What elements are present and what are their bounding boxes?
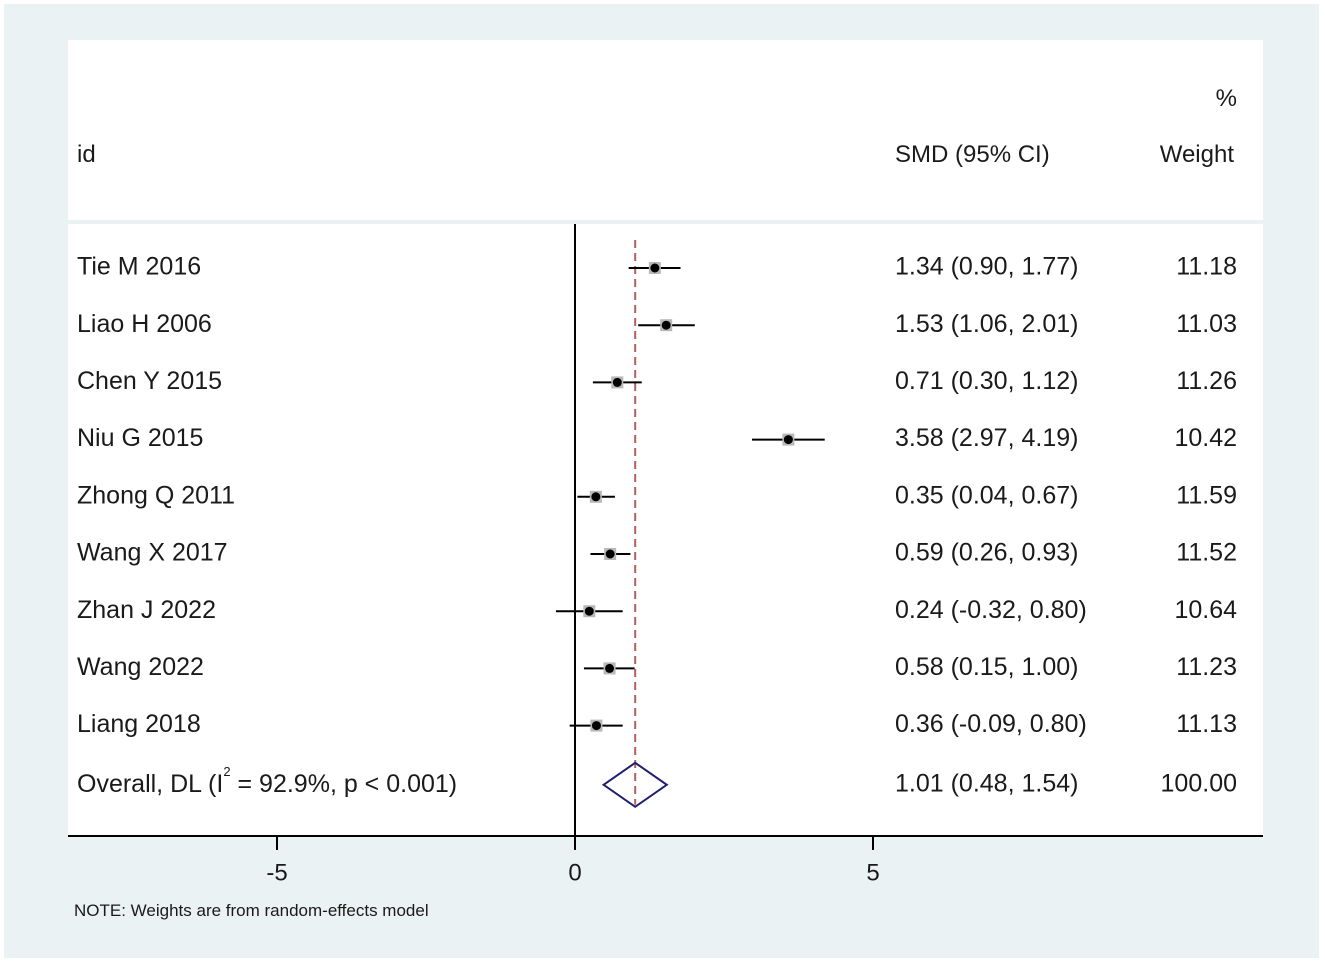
- smd-ci-value: 0.36 (-0.09, 0.80): [895, 710, 1087, 738]
- point-estimate: [605, 549, 615, 559]
- weight-value: 11.59: [1176, 481, 1237, 509]
- overall-diamond: [601, 761, 669, 809]
- study-label: Zhong Q 2011: [77, 481, 235, 509]
- overall-weight-value: 100.00: [1161, 769, 1237, 797]
- weight-value: 11.13: [1176, 710, 1237, 738]
- weight-value: 11.23: [1176, 653, 1237, 681]
- weight-value: 11.18: [1176, 253, 1237, 281]
- study-label: Wang X 2017: [77, 539, 228, 567]
- x-axis-ticks: -5 0 5: [266, 836, 880, 886]
- smd-header: SMD (95% CI): [895, 141, 1050, 168]
- point-estimate: [584, 606, 594, 616]
- x-tick-label: 5: [866, 859, 879, 886]
- weight-value: 10.42: [1174, 424, 1237, 452]
- point-estimate: [591, 492, 601, 502]
- smd-ci-value: 0.58 (0.15, 1.00): [895, 653, 1078, 681]
- study-label: Chen Y 2015: [77, 367, 222, 395]
- smd-ci-value: 0.59 (0.26, 0.93): [895, 539, 1078, 567]
- smd-ci-value: 3.58 (2.97, 4.19): [895, 424, 1078, 452]
- weight-value: 11.03: [1176, 310, 1237, 338]
- smd-ci-value: 0.35 (0.04, 0.67): [895, 481, 1078, 509]
- id-header: id: [77, 141, 96, 168]
- x-tick-label: 0: [568, 859, 581, 886]
- point-estimate: [650, 263, 660, 273]
- smd-ci-value: 0.24 (-0.32, 0.80): [895, 596, 1087, 624]
- study-label: Liao H 2006: [77, 310, 212, 338]
- study-label: Wang 2022: [77, 653, 204, 681]
- x-tick-label: -5: [266, 859, 287, 886]
- point-estimate: [661, 320, 671, 330]
- study-rows: Tie M 2016 1.34 (0.90, 1.77) 11.18 Liao H 2…: [77, 224, 1237, 836]
- smd-ci-value: 0.71 (0.30, 1.12): [895, 367, 1078, 395]
- header-panel: [68, 40, 1263, 220]
- study-label: Liang 2018: [77, 710, 201, 738]
- overall-label: Overall, DL (I2 = 92.9%, p < 0.001): [77, 764, 457, 797]
- point-estimate: [605, 663, 615, 673]
- weight-header: Weight: [1160, 141, 1235, 168]
- smd-ci-value: 1.53 (1.06, 2.01): [895, 310, 1078, 338]
- study-label: Zhan J 2022: [77, 596, 216, 624]
- pct-header: %: [1216, 85, 1237, 112]
- study-label: Tie M 2016: [77, 253, 201, 281]
- point-estimate: [612, 377, 622, 387]
- weight-value: 11.52: [1176, 539, 1237, 567]
- point-estimate: [591, 721, 601, 731]
- overall-smd-ci-value: 1.01 (0.48, 1.54): [895, 769, 1078, 797]
- smd-ci-value: 1.34 (0.90, 1.77): [895, 253, 1078, 281]
- weight-value: 10.64: [1174, 596, 1237, 624]
- point-estimate: [783, 435, 793, 445]
- footnote: NOTE: Weights are from random-effects mo…: [74, 901, 429, 920]
- study-label: Niu G 2015: [77, 424, 203, 452]
- weight-value: 11.26: [1176, 367, 1237, 395]
